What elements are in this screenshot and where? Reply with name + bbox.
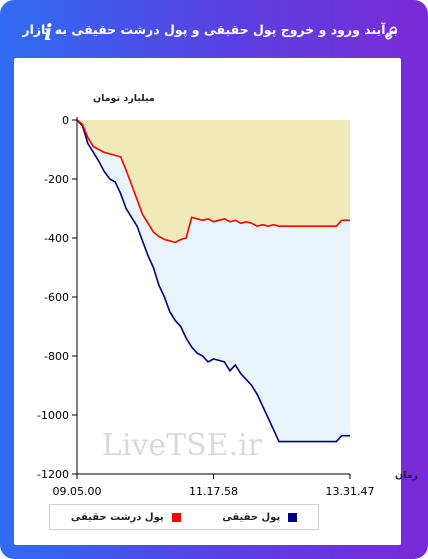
y-tick-label: -400 <box>44 232 69 245</box>
y-tick-label: 0 <box>62 114 69 127</box>
y-tick-label: -600 <box>44 291 69 304</box>
card-title: برآیند ورود و خروج پول حقیقی و پول درشت … <box>22 21 398 37</box>
x-axis-label: زمان <box>395 470 418 481</box>
legend-item-large[interactable]: پول درشت حقیقی <box>71 512 181 523</box>
y-tick-label: -1000 <box>37 409 69 422</box>
legend: پول حقیقی پول درشت حقیقی <box>49 504 319 530</box>
series-line-0 <box>76 119 350 443</box>
legend-swatch-large <box>171 512 181 522</box>
legend-label-large: پول درشت حقیقی <box>70 511 164 523</box>
link-icon[interactable] <box>384 26 398 40</box>
x-tick-label: 13.31.47 <box>326 485 375 498</box>
info-icon[interactable]: i <box>44 20 53 46</box>
series-line-1 <box>76 119 350 244</box>
y-tick-label: -800 <box>44 350 69 363</box>
x-tick-label: 09.05.00 <box>53 485 102 498</box>
legend-item-real[interactable]: پول حقیقی <box>222 511 298 523</box>
legend-swatch-real <box>288 512 298 522</box>
y-tick-label: -200 <box>44 173 69 186</box>
watermark: LiveTSE.ir <box>102 428 263 463</box>
x-tick-label: 11.17.58 <box>189 485 238 498</box>
legend-label-real: پول حقیقی <box>222 511 281 523</box>
series-area-1 <box>77 120 350 243</box>
y-tick-label: -1200 <box>37 468 69 481</box>
card-header: برآیند ورود و خروج پول حقیقی و پول درشت … <box>0 0 428 58</box>
y-axis-label: میلیارد تومان <box>93 93 155 104</box>
